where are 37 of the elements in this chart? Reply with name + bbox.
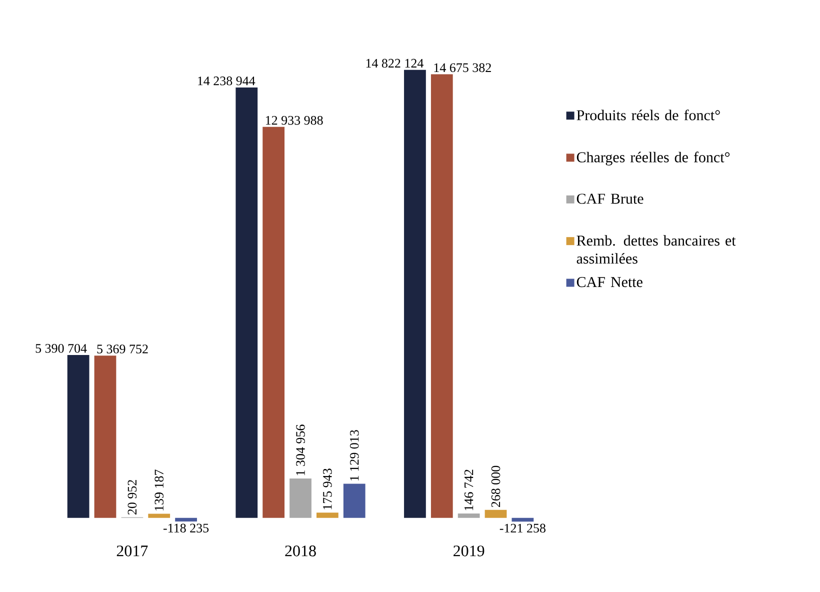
data-label: 5 369 752 [97,344,148,354]
data-label: 14 822 124 [366,58,424,68]
data-label: 268 000 [491,466,500,508]
bar [430,74,453,518]
bar [316,512,338,518]
data-label: 5 390 704 [36,344,87,353]
data-label: 1 129 013 [350,430,359,480]
bar [94,356,116,518]
bar [236,87,258,518]
data-label: 139 187 [154,470,164,510]
data-label: 1 304 956 [296,424,305,476]
data-label: 14 238 944 [198,76,256,86]
legend-label: CAF Nette [576,277,642,288]
data-label: 20 952 [128,480,137,515]
bar [484,510,507,518]
bar [290,478,312,518]
x-tick-label: 2017 [116,546,148,556]
x-tick-label: 2018 [285,546,316,556]
bar [458,513,480,518]
bar [67,354,90,518]
bar [262,126,285,518]
bar [512,518,534,522]
legend-label: Charges réelles de fonct° [576,152,730,166]
legend-label: Remb. dettes bancaires et assimilées [576,235,736,264]
legend-label: CAF Brute [576,194,644,204]
data-label: 12 933 988 [266,116,323,125]
data-label: -118 235 [163,524,209,532]
bar [175,518,197,522]
bar [148,514,170,518]
x-tick-label: 2019 [454,546,484,556]
legend-label: Produits réels de fonct° [576,110,720,120]
data-label: 14 675 382 [434,63,491,72]
bar [404,70,426,518]
data-label: -121 258 [500,524,546,533]
bar [343,484,366,518]
data-label: 146 742 [464,470,474,510]
data-label: 175 943 [323,468,332,510]
